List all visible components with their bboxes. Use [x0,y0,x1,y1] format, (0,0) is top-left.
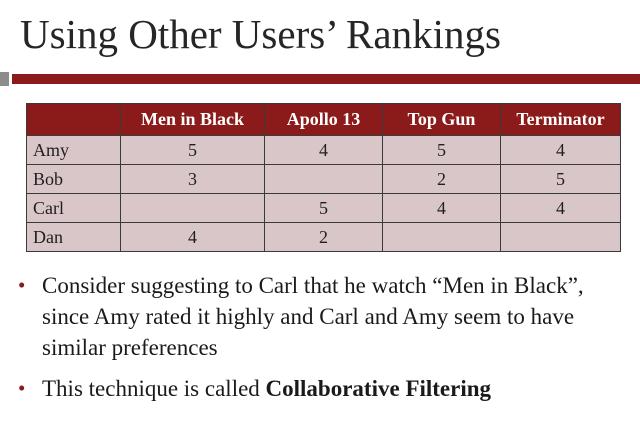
rating-cell: 5 [500,164,621,194]
row-label-bob: Bob [26,164,121,194]
table-row: Amy 5 4 5 4 [26,135,621,165]
rating-cell: 5 [264,193,383,223]
title-divider-gray-block [0,72,9,86]
rating-cell: 4 [264,135,383,165]
bullet-emphasis: Collaborative Filtering [265,376,492,401]
rating-cell: 4 [120,222,265,252]
rating-cell: 2 [382,164,501,194]
rating-cell [120,193,265,223]
rating-cell: 4 [382,193,501,223]
rating-cell: 4 [500,193,621,223]
header-cell-apollo-13: Apollo 13 [264,103,383,136]
rating-cell [500,222,621,252]
slide-title: Using Other Users’ Rankings [20,11,501,57]
rating-cell [382,222,501,252]
rating-cell: 2 [264,222,383,252]
bullet-item-suggestion: • Consider suggesting to Carl that he wa… [16,270,632,363]
rating-cell: 5 [120,135,265,165]
table-row: Bob 3 2 5 [26,164,621,194]
row-label-amy: Amy [26,135,121,165]
bullet-item-technique: • This technique is called Collaborative… [16,373,632,404]
table-row: Carl 5 4 4 [26,193,621,223]
ratings-table: Men in Black Apollo 13 Top Gun Terminato… [26,103,621,252]
rating-cell: 5 [382,135,501,165]
bullet-list: • Consider suggesting to Carl that he wa… [16,270,632,404]
bullet-marker-icon: • [18,273,26,297]
header-cell-men-in-black: Men in Black [120,103,265,136]
header-cell-top-gun: Top Gun [382,103,501,136]
header-cell-terminator: Terminator [500,103,621,136]
bullet-text: Consider suggesting to Carl that he watc… [42,273,584,360]
row-label-carl: Carl [26,193,121,223]
rating-cell: 3 [120,164,265,194]
table-header-row: Men in Black Apollo 13 Top Gun Terminato… [26,103,621,136]
title-divider [0,72,640,86]
table-row: Dan 4 2 [26,222,621,252]
rating-cell [264,164,383,194]
header-cell-corner [26,103,121,136]
bullet-marker-icon: • [18,376,26,400]
bullet-text: This technique is called [42,376,266,401]
rating-cell: 4 [500,135,621,165]
title-divider-red-band [12,74,640,84]
row-label-dan: Dan [26,222,121,252]
